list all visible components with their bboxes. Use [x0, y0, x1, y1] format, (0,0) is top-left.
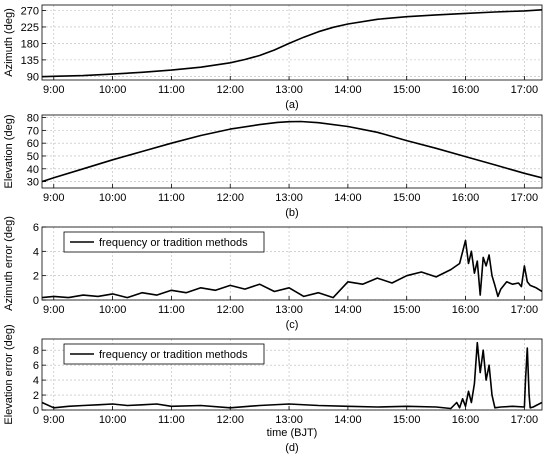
panel-b-ytick-label: 60 — [27, 138, 39, 150]
panel-b-series-line-0 — [42, 120, 542, 183]
panel-a-series-line-0 — [42, 9, 542, 78]
panel-a-xtick-label: 16:00 — [452, 84, 480, 96]
panel-c-ylabel: Azimuth error (deg) — [3, 216, 15, 311]
panel-d-legend — [63, 343, 265, 365]
panel-d-xtick-label: 11:00 — [158, 414, 185, 426]
panel-c-legend — [63, 231, 265, 253]
panel-b-caption: (b) — [285, 207, 298, 219]
panel-d-xtick-label: 12:00 — [216, 414, 244, 426]
panel-a-ytick-label: 270 — [21, 5, 39, 17]
panel-c-ytick-label: 2 — [33, 271, 39, 283]
panel-b-xtick-label: 17:00 — [511, 192, 539, 204]
panel-b-xtick-label: 9:00 — [43, 192, 64, 204]
panel-a-caption: (a) — [285, 99, 298, 111]
panel-d-xtick-label: 16:00 — [452, 414, 480, 426]
panel-a-ytick-label: 90 — [27, 71, 39, 83]
panel-c-ytick-label: 0 — [33, 295, 39, 307]
panel-b-ytick-label: 30 — [27, 177, 39, 189]
panel-d-xtick-label: 15:00 — [393, 414, 421, 426]
panel-b-xtick-label: 15:00 — [393, 192, 421, 204]
panel-d-axes-frame — [41, 338, 543, 411]
panel-d-xtick-label: 10:00 — [99, 414, 127, 426]
panel-c-ytick-label: 4 — [33, 246, 39, 258]
panel-a-ylabel: Azimuth (deg) — [3, 8, 15, 76]
panel-a-ytick-label: 225 — [21, 22, 39, 34]
panel-b-xtick-label: 14:00 — [334, 192, 362, 204]
panel-a-xtick-label: 15:00 — [393, 84, 421, 96]
panel-a-ytick-label: 135 — [21, 55, 39, 67]
panel-d-xtick-label: 9:00 — [43, 414, 64, 426]
panel-c-legend-label: frequency or tradition methods — [99, 237, 248, 249]
panel-b: 9:00 10:00 11:00 12:00 13:00 14:00 15:00 16:00 1… — [3, 113, 543, 219]
panel-b-ytick-label: 40 — [27, 164, 39, 176]
panel-d-ytick-label: 0 — [33, 405, 39, 417]
panel-c: 9:00 10:00 11:00 12:00 13:00 14:00 15:00 16:00 1… — [3, 216, 543, 331]
panel-d-ytick-label: 4 — [33, 375, 39, 387]
panel-a-xtick-label: 17:00 — [511, 84, 539, 96]
panel-d-caption: (d) — [285, 442, 298, 454]
panel-c-xtick-label: 9:00 — [43, 304, 64, 316]
panel-a-xtick-label: 11:00 — [158, 84, 185, 96]
panel-b-xtick-label: 11:00 — [158, 192, 185, 204]
panel-a-xtick-label: 13:00 — [275, 84, 303, 96]
panel-d-series-line-0 — [42, 341, 542, 410]
panel-d-xtick-label: 13:00 — [275, 414, 303, 426]
panel-c-xtick-label: 15:00 — [393, 304, 421, 316]
panel-b-ytick-label: 80 — [27, 113, 39, 125]
panel-a-axes-frame — [41, 4, 543, 81]
panel-c-xtick-label: 12:00 — [216, 304, 244, 316]
panel-c-xtick-label: 14:00 — [334, 304, 362, 316]
panel-c-series-line-0 — [42, 239, 542, 299]
panel-d-xtick-label: 14:00 — [334, 414, 362, 426]
panel-c-ytick-label: 6 — [33, 222, 39, 234]
panel-d-ytick-label: 2 — [33, 390, 39, 402]
panel-c-xtick-label: 13:00 — [275, 304, 303, 316]
panel-b-axes-frame — [41, 114, 543, 189]
panel-b-xtick-label: 12:00 — [216, 192, 244, 204]
panel-b-xtick-label: 16:00 — [452, 192, 480, 204]
panel-b-ytick-label: 50 — [27, 151, 39, 163]
panel-c-axes-frame — [41, 226, 543, 301]
panel-d-xlabel: time (BJT) — [267, 427, 318, 439]
panel-d-ylabel: Elevation error (deg) — [3, 324, 15, 424]
panel-b-ylabel: Elevation (deg) — [3, 115, 15, 189]
panel-a-xtick-label: 14:00 — [334, 84, 362, 96]
panel-c-xtick-label: 11:00 — [158, 304, 185, 316]
panel-b-xtick-label: 13:00 — [275, 192, 303, 204]
panel-a-xtick-label: 10:00 — [99, 84, 127, 96]
panel-d-ytick-label: 8 — [33, 345, 39, 357]
panel-a-xtick-label: 9:00 — [43, 84, 64, 96]
panel-d: 9:00 10:00 11:00 12:00 13:00 14:00 15:00 16:00 1… — [3, 324, 543, 454]
panel-c-xtick-label: 16:00 — [452, 304, 480, 316]
panel-a: 9:00 10:00 11:00 12:00 13:00 14:00 15:00 16:00 1… — [3, 4, 543, 111]
panel-c-xtick-label: 17:00 — [511, 304, 539, 316]
panel-c-xtick-label: 10:00 — [99, 304, 127, 316]
panel-d-legend-label: frequency or tradition methods — [99, 349, 248, 361]
panel-c-caption: (c) — [286, 319, 299, 331]
panel-a-ytick-label: 180 — [21, 38, 39, 50]
panel-a-xtick-label: 12:00 — [216, 84, 244, 96]
panel-d-ytick-label: 6 — [33, 360, 39, 372]
panel-d-xtick-label: 17:00 — [511, 414, 539, 426]
panel-b-ytick-label: 70 — [27, 125, 39, 137]
panel-b-xtick-label: 10:00 — [99, 192, 127, 204]
